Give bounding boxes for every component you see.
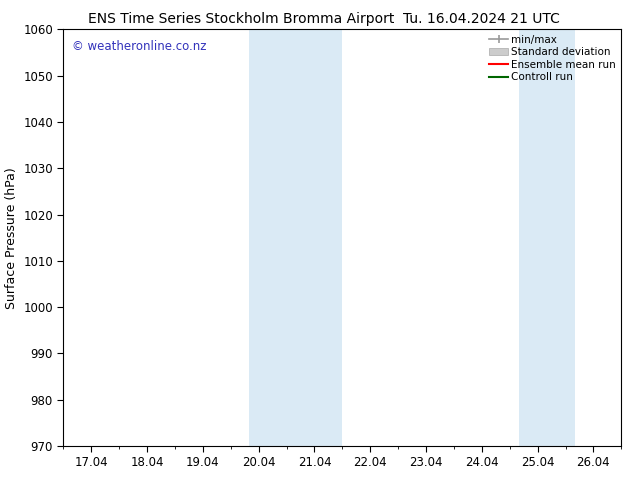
Bar: [249, 29, 342, 446]
Legend: min/max, Standard deviation, Ensemble mean run, Controll run: min/max, Standard deviation, Ensemble me…: [489, 35, 616, 82]
Bar: [519, 29, 575, 446]
Y-axis label: Surface Pressure (hPa): Surface Pressure (hPa): [4, 167, 18, 309]
Text: Tu. 16.04.2024 21 UTC: Tu. 16.04.2024 21 UTC: [403, 12, 560, 26]
Text: © weatheronline.co.nz: © weatheronline.co.nz: [72, 40, 206, 53]
Text: ENS Time Series Stockholm Bromma Airport: ENS Time Series Stockholm Bromma Airport: [87, 12, 394, 26]
